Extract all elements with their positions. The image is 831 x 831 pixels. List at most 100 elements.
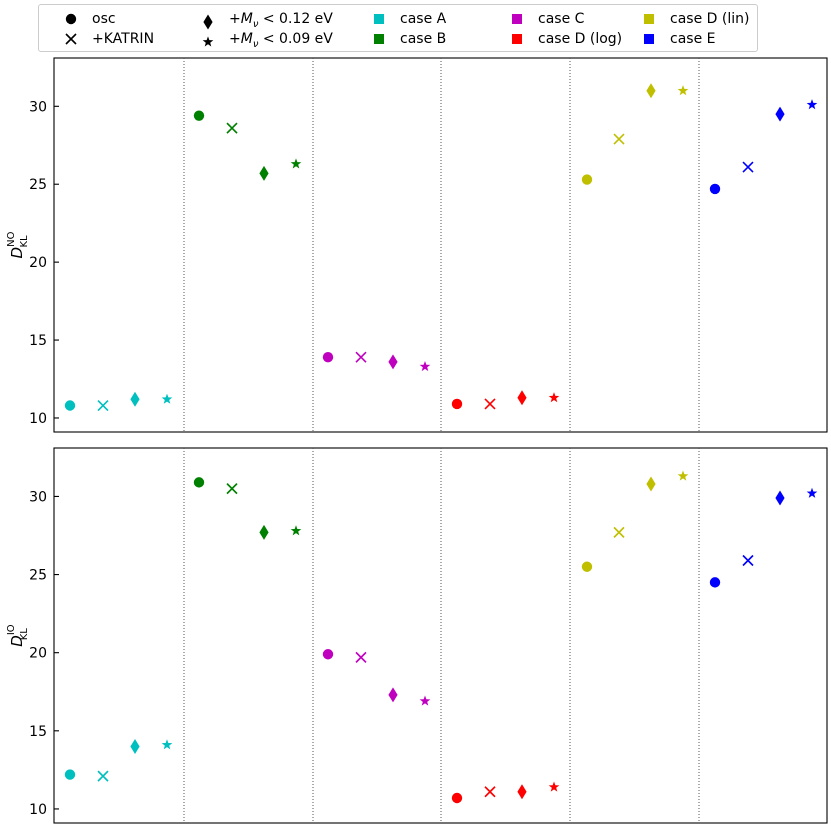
point-case-d-log-circle [451,398,463,410]
legend-item-case-e: case E [640,31,715,47]
point-case-d-lin-cross [613,526,625,538]
point-case-e-diamond [775,106,785,122]
point-case-a-circle [64,769,76,780]
diamond-legend-marker [203,14,213,30]
square-legend-icon [640,11,658,27]
legend: osc +KATRIN +Mν < 0.12 eV +Mν < 0.09 eV case… [38,4,758,52]
square-legend-icon [370,11,388,27]
legend-item-circle: osc [62,11,116,27]
square-legend-icon [370,31,388,47]
point-case-e-star [806,487,818,498]
point-case-d-log-cross [484,398,496,410]
point-case-d-log-cross [484,786,496,798]
square-legend-marker [512,34,522,44]
legend-label: osc [92,11,116,27]
point-case-e-star [806,99,818,110]
panel-top: 10 15 20 25 30 DNO KL [6,57,828,433]
point-case-c-diamond [388,687,398,703]
point-case-c-star [419,695,431,706]
point-case-c-circle [322,352,334,363]
point-case-e-circle [709,183,721,195]
point-case-d-log-star [548,781,560,792]
point-case-d-lin-cross [613,133,625,145]
legend-label: case D (lin) [670,11,750,27]
square-legend-marker [644,34,654,44]
y-tick-label: 20 [29,646,47,662]
y-tick-label: 15 [29,333,47,349]
point-case-e-cross [742,161,754,173]
square-legend-marker [644,14,654,24]
point-case-a-circle [64,400,76,411]
point-case-b-star [290,158,302,169]
y-tick-label: 10 [29,802,47,818]
point-case-a-diamond [130,738,140,754]
point-case-d-lin-circle [581,561,593,572]
point-case-b-circle [193,477,205,488]
circle-legend-icon [62,11,80,27]
legend-label: +Mν < 0.12 eV [229,11,333,30]
point-case-b-diamond [259,524,269,540]
y-tick-label: 15 [29,724,47,740]
point-case-d-lin-star [677,85,689,96]
point-case-c-diamond [388,354,398,370]
panel-bottom: 10 15 20 25 30 DIO KL [6,447,828,824]
y-tick-label: 25 [29,177,47,193]
point-case-d-lin-diamond [646,83,656,99]
point-case-c-circle [322,649,334,660]
square-legend-icon [508,11,526,27]
legend-label: case A [400,11,447,27]
legend-item-diamond: +Mν < 0.12 eV [199,11,333,33]
square-legend-marker [512,14,522,24]
point-case-c-cross [355,351,367,363]
diamond-legend-icon [199,14,217,30]
cross-legend-marker [65,33,77,45]
legend-label: case E [670,31,716,47]
point-case-d-log-circle [451,792,463,804]
square-legend-icon [640,31,658,47]
y-tick-label: 30 [29,489,47,505]
point-case-a-diamond [130,391,140,407]
point-case-e-cross [742,554,754,567]
point-case-e-diamond [775,490,785,506]
point-case-b-diamond [259,165,269,181]
cross-legend-icon [62,31,80,47]
y-axis-label: DIO KL [6,624,30,647]
point-case-a-cross [97,399,109,412]
legend-item-case-b: case B [370,31,446,47]
square-legend-marker [374,14,384,24]
legend-item-star: +Mν < 0.09 eV [199,31,333,53]
point-case-d-log-star [548,392,560,403]
y-tick-label: 30 [29,99,47,115]
point-case-c-cross [355,651,367,663]
point-case-a-cross [97,770,109,782]
legend-item-case-c: case C [508,11,584,27]
point-case-b-cross [226,483,238,495]
y-axis-label: DNO KL [6,231,30,258]
legend-item-case-a: case A [370,11,446,27]
point-case-a-star [161,393,173,404]
point-case-d-lin-star [677,470,689,481]
square-legend-icon [508,31,526,47]
legend-label: +KATRIN [92,31,155,47]
point-case-a-star [161,739,173,750]
point-case-d-log-diamond [517,390,527,406]
point-case-e-circle [709,577,721,588]
legend-item-case-d-lin: case D (lin) [640,11,749,27]
legend-label: case D (log) [538,31,623,47]
star-legend-icon [199,34,217,50]
y-tick-label: 25 [29,568,47,584]
legend-label: case C [538,11,585,27]
point-case-b-star [290,525,302,536]
point-case-d-log-diamond [517,784,527,800]
legend-label: +Mν < 0.09 eV [229,31,333,50]
point-case-d-lin-circle [581,174,593,185]
legend-item-case-d-log: case D (log) [508,31,622,47]
point-case-c-star [419,360,431,372]
circle-legend-marker [65,13,77,25]
point-case-b-circle [193,110,205,121]
legend-item-cross: +KATRIN [62,31,154,47]
point-case-d-lin-diamond [646,476,656,492]
legend-label: case B [400,31,447,47]
y-tick-label: 20 [29,255,47,271]
